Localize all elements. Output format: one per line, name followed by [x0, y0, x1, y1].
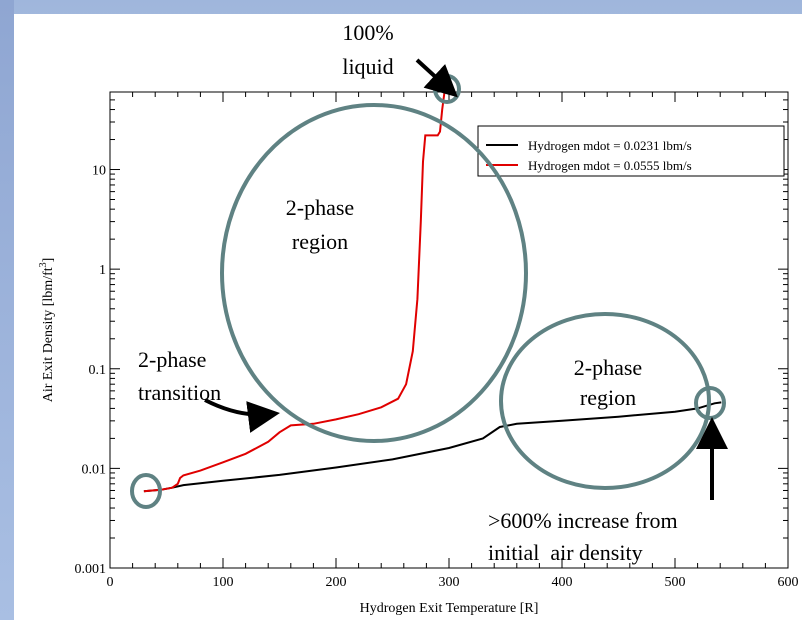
y-tick-label: 0.001 [75, 562, 107, 577]
y-tick-label: 1 [99, 263, 106, 278]
x-tick-label: 0 [107, 575, 114, 590]
annotation-region-black-line-1: 2-phase [574, 355, 642, 380]
x-tick-label: 400 [552, 575, 573, 590]
annotation-region-red-line-1: 2-phase [286, 195, 354, 220]
x-tick-label: 500 [665, 575, 686, 590]
annotation-transition-line-2: transition [138, 380, 221, 405]
series-line-2 [143, 91, 446, 493]
y-axis-title-end: ] [41, 258, 56, 263]
series-line-1 [143, 401, 722, 493]
series-group [143, 91, 722, 493]
highlight-ellipse-2phase-region-black [499, 312, 711, 490]
arrow-liquid [415, 58, 458, 98]
y-tick-label: 0.1 [89, 363, 107, 378]
highlight-ellipse-2phase-region-red [220, 103, 528, 443]
legend: Hydrogen mdot = 0.0231 lbm/s Hydrogen md… [477, 125, 785, 177]
highlight-ellipse-start-point [130, 473, 162, 509]
x-tick-label: 600 [778, 575, 799, 590]
annotation-increase-line-1: >600% increase from [488, 508, 678, 533]
annotation-region-black-line-2: region [580, 385, 636, 410]
x-tick-label: 200 [326, 575, 347, 590]
y-axis-title: Air Exit Density [lbm/ft3] [38, 258, 56, 403]
x-axis-title: Hydrogen Exit Temperature [R] [360, 601, 539, 616]
y-axis-title-main: Air Exit Density [lbm/ft [41, 267, 56, 402]
annotation-liquid-line-2: liquid [342, 54, 393, 79]
annotation-region-red-line-2: region [292, 229, 348, 254]
annotation-transition-line-1: 2-phase [138, 347, 206, 372]
x-tick-label: 300 [439, 575, 460, 590]
slide-left-strip [0, 0, 14, 620]
legend-label-series-1: Hydrogen mdot = 0.0231 lbm/s [528, 138, 692, 153]
annotation-arrows [204, 58, 728, 500]
legend-label-series-2: Hydrogen mdot = 0.0555 lbm/s [528, 158, 692, 173]
y-tick-label: 0.01 [82, 462, 107, 477]
annotations: 100% liquid 2-phase region 2-phase trans… [138, 20, 678, 565]
annotation-increase-line-2: initial air density [488, 540, 643, 565]
x-tick-label: 100 [213, 575, 234, 590]
axis-ticks: 0 100 200 300 400 500 600 0.001 0.01 0.1 1 10 [75, 91, 799, 590]
y-axis-title-superscript: 3 [38, 262, 49, 267]
annotation-liquid-line-1: 100% [342, 20, 393, 45]
y-tick-label: 10 [92, 164, 106, 179]
arrow-transition [204, 398, 280, 433]
